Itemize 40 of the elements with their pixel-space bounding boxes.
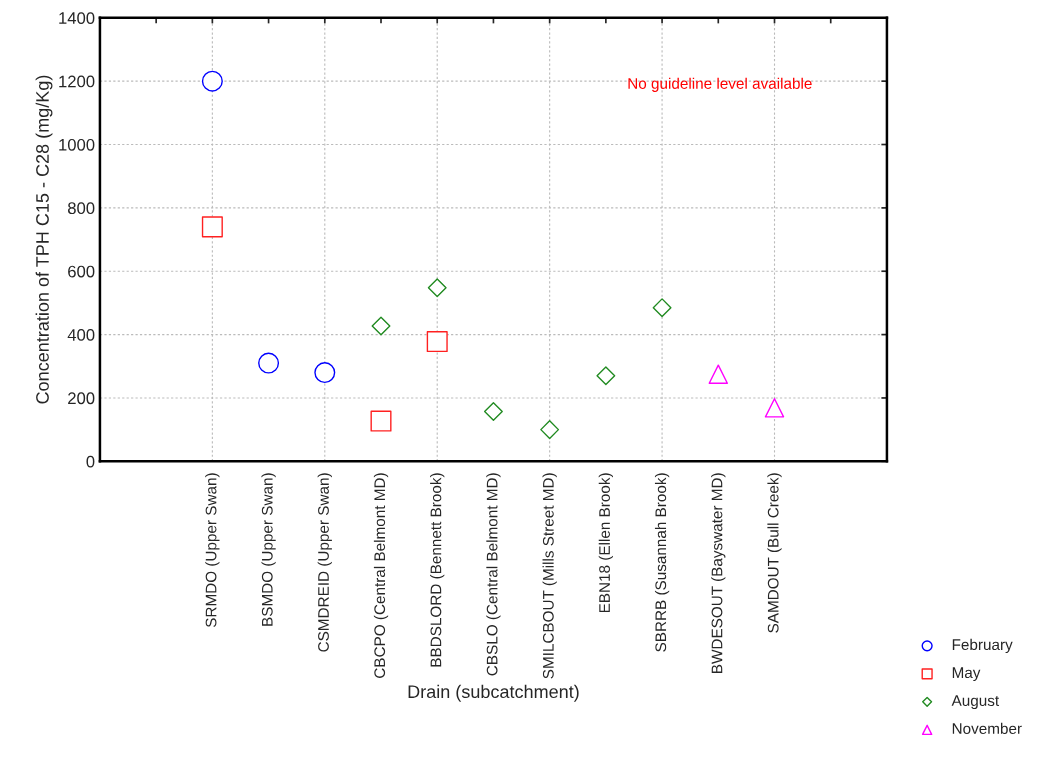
x-tick-label: CBCPO (Central Belmont MD)	[373, 473, 389, 678]
point	[427, 278, 447, 298]
point	[371, 316, 391, 336]
point	[540, 420, 560, 440]
point	[764, 398, 785, 418]
x-tick-label: CBSLO (Central Belmont MD)	[486, 473, 501, 676]
y-tick-label: 0	[86, 455, 95, 468]
x-tick-label: BSMDO (Upper Swan)	[261, 473, 276, 626]
x-tick-label: SBRRB (Susannah Brook)	[654, 473, 670, 652]
point	[201, 216, 223, 238]
y-tick-label: 400	[67, 328, 95, 341]
point	[652, 298, 672, 318]
legend-label: May	[952, 667, 981, 682]
point	[258, 352, 280, 374]
y-tick-label: 1200	[59, 75, 95, 88]
y-tick-label: 600	[68, 265, 95, 278]
y-tick-label: 800	[67, 202, 95, 215]
legend-label: February	[952, 638, 1013, 654]
annotation: No guideline level available	[628, 77, 812, 92]
point	[596, 366, 616, 386]
y-tick-label: 1400	[59, 12, 95, 25]
point	[201, 70, 223, 92]
x-tick-label: SRMDO (Upper Swan)	[205, 473, 220, 628]
legend-label: August	[951, 695, 1000, 710]
y-tick-label: 200	[68, 392, 95, 405]
x-tick-label: EBN18 (Ellen Brook)	[598, 473, 613, 613]
legend-label: November	[952, 722, 1022, 735]
x-tick-label: BBDSLORD (Bennett Brook)	[430, 473, 445, 667]
y-tick-label: 1000	[59, 138, 95, 151]
point	[483, 402, 503, 422]
point	[370, 410, 392, 432]
x-tick-label: SMILCBOUT (Mills Street MD)	[542, 473, 557, 679]
x-tick-label: SAMDOUT (Bull Creek)	[767, 473, 782, 633]
point	[314, 362, 336, 384]
point	[708, 364, 729, 384]
x-tick-label: BWDESOUT (Bayswater MD)	[711, 473, 726, 673]
x-tick-label: CSMDREID (Upper Swan)	[317, 473, 332, 652]
x-axis-title: Drain (subcatchment)	[408, 684, 579, 702]
y-axis-title: Concentration of TPH C15 - C28 (mg/Kg)	[35, 75, 53, 404]
point	[426, 331, 448, 353]
